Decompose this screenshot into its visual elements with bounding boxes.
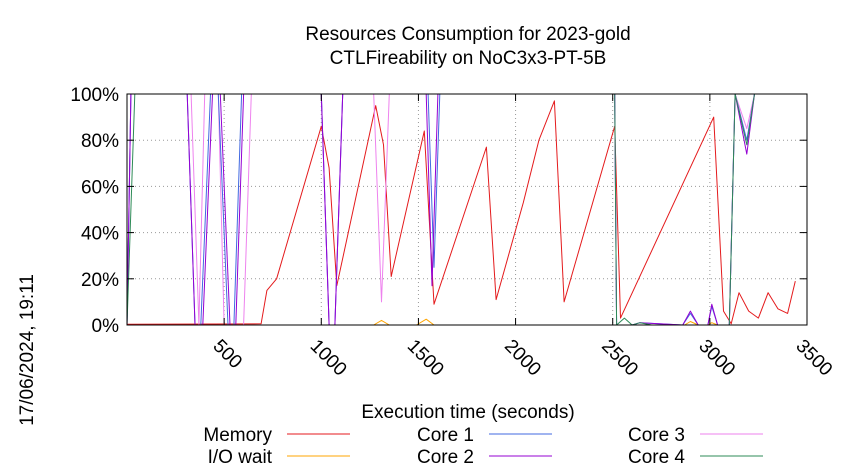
series-line-core-4 [126, 93, 796, 326]
chart-subtitle: CTLFireability on NoC3x3-PT-5B [330, 48, 607, 69]
legend-label-core-1: Core 1 [417, 425, 474, 446]
grid [127, 94, 807, 325]
x-tick-label: 1000 [306, 336, 351, 381]
series-line-memory [126, 100, 796, 325]
y-tick-label: 60% [81, 177, 119, 198]
y-axis-ticks: 0% 20% 40% 60% 80% 100% [70, 85, 807, 337]
series-line-core-3 [126, 93, 796, 326]
y-tick-label: 20% [81, 270, 119, 291]
legend-label-core-4: Core 4 [628, 447, 685, 468]
y-tick-label: 40% [81, 224, 119, 245]
y-tick-label: 100% [70, 85, 119, 106]
series-line-core-1 [126, 93, 796, 326]
x-axis-ticks: 500 1000 1500 2000 2500 3000 3500 [209, 94, 836, 381]
x-tick-label: 500 [209, 336, 246, 373]
legend-label-memory: Memory [203, 425, 272, 446]
x-tick-label: 2000 [500, 336, 545, 381]
x-tick-label: 1500 [403, 336, 448, 381]
x-tick-label: 3500 [791, 336, 836, 381]
legend-label-i-o-wait: I/O wait [208, 447, 273, 468]
plot-frame [126, 93, 808, 326]
legend-label-core-3: Core 3 [628, 425, 685, 446]
x-tick-label: 3000 [694, 336, 739, 381]
y-tick-label: 80% [81, 131, 119, 152]
chart-title: Resources Consumption for 2023-gold [305, 24, 630, 45]
legend-label-core-2: Core 2 [417, 447, 474, 468]
timestamp: 17/06/2024, 19:11 [17, 274, 38, 426]
y-tick-label: 0% [92, 316, 120, 337]
series-lines [126, 93, 796, 326]
x-tick-label: 2500 [597, 336, 642, 381]
series-line-core-2 [126, 93, 796, 326]
x-axis-label: Execution time (seconds) [361, 402, 574, 423]
